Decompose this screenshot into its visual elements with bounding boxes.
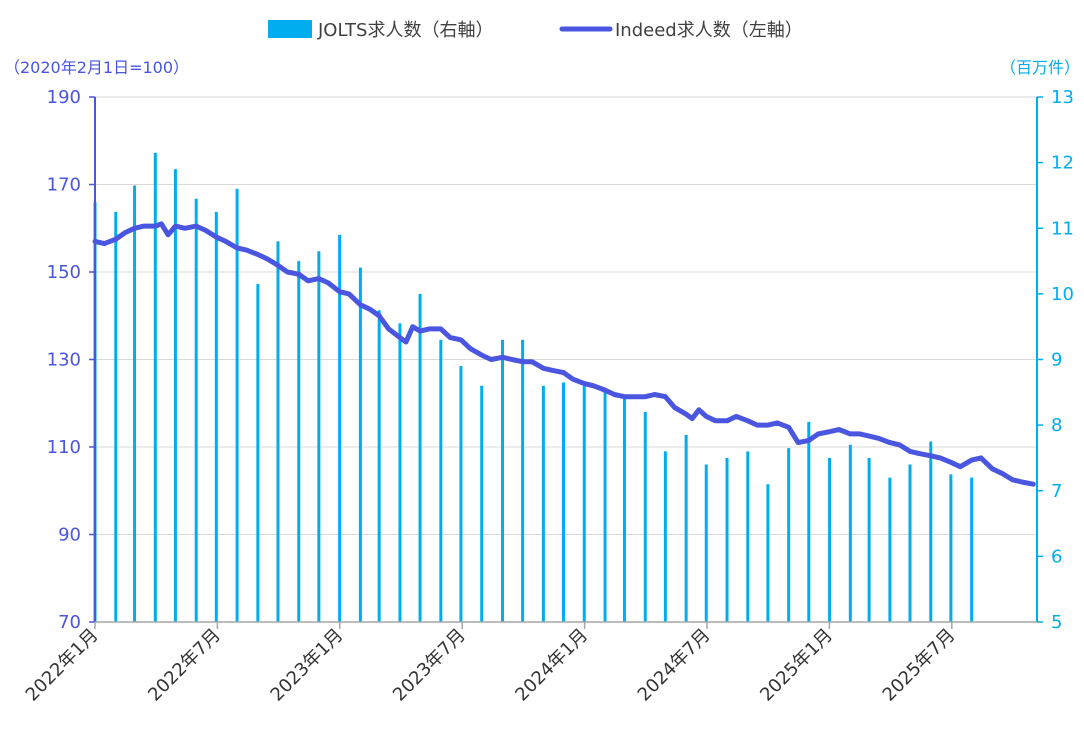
bar-2023-02 [358,267,362,622]
left-tick-label: 190 [47,87,81,108]
right-tick-label: 7 [1051,481,1062,502]
bar-2023-06 [439,339,443,622]
bar-2024-11 [787,448,791,622]
bar-2025-01 [828,457,832,622]
legend: JOLTS求人数（右軸） Indeed求人数（左軸） [268,20,803,41]
line-series-indeed [92,221,1036,487]
right-axis-unit: （百万件） [1000,58,1080,77]
left-tick-label: 130 [47,350,81,371]
gridlines [95,96,1037,535]
left-tick-label: 90 [58,525,81,546]
bar-2023-09 [500,339,504,622]
x-tick-label: 2022年7月 [144,625,225,706]
left-axis-unit: （2020年2月1日=100） [4,58,189,77]
left-tick-label: 70 [58,612,81,633]
bar-2023-08 [480,385,484,622]
bar-2024-07 [704,464,708,622]
bar-2022-05 [173,169,177,622]
right-tick-label: 9 [1051,350,1062,371]
bar-2022-08 [235,188,239,622]
bar-2022-11 [297,261,301,622]
x-tick-label: 2025年7月 [879,625,960,706]
left-tick-label: 110 [47,437,81,458]
legend-line-label: Indeed求人数（左軸） [615,20,803,41]
x-tick-label: 2025年1月 [756,625,837,706]
right-tick-label: 10 [1051,284,1074,305]
right-tick-label: 12 [1051,153,1074,174]
x-tick-label: 2023年7月 [389,625,470,706]
bar-2022-06 [194,198,198,622]
x-tick-label: 2022年1月 [22,625,103,706]
x-tick-label: 2024年7月 [634,625,715,706]
right-axis-ticks: 5 6 7 8 9 10 11 12 13 [1037,87,1074,633]
bar-2023-04 [398,323,402,622]
right-tick-label: 11 [1051,218,1074,239]
bar-2024-12 [807,421,811,622]
legend-bar-swatch [268,20,312,38]
bar-2024-10 [766,484,770,622]
right-tick-label: 5 [1051,612,1062,633]
bar-2025-08 [970,477,974,622]
bar-2024-02 [603,392,607,622]
bar-2023-07 [459,366,463,622]
bar-2024-09 [746,451,750,622]
bar-2022-07 [214,211,218,622]
left-tick-label: 150 [47,262,81,283]
bar-2025-07 [949,474,953,622]
bar-2023-03 [377,310,381,622]
bar-2022-04 [153,152,157,622]
x-tick-label: 2024年1月 [511,625,592,706]
bar-2022-03 [133,185,137,622]
left-tick-label: 170 [47,175,81,196]
right-tick-label: 13 [1051,87,1074,108]
bar-2024-08 [725,457,729,622]
right-tick-label: 6 [1051,546,1062,567]
bar-2022-10 [276,241,280,622]
bar-2023-01 [338,234,342,622]
bar-2025-03 [867,457,871,622]
bar-2024-04 [643,412,647,622]
bar-2023-05 [418,293,422,622]
bar-2023-10 [521,339,525,622]
x-tick-label: 2023年1月 [267,625,348,706]
bar-2025-06 [929,441,933,622]
bar-2024-03 [622,395,626,622]
bar-2023-12 [561,382,565,622]
bar-2022-12 [317,251,321,622]
bar-2024-06 [684,434,688,622]
bar-2022-02 [114,211,118,622]
right-tick-label: 8 [1051,415,1062,436]
bar-2024-01 [582,385,586,622]
bar-2022-09 [256,284,260,622]
bar-series [93,152,974,622]
bar-2025-02 [848,444,852,622]
x-axis-ticks: 2022年1月 2022年7月 2023年1月 2023年7月 2024年1月 2024年… [22,622,960,706]
left-axis-ticks: 70 90 110 130 150 170 190 [47,87,95,633]
legend-bar-label: JOLTS求人数（右軸） [317,20,493,41]
bar-2023-11 [541,385,545,622]
bar-2025-04 [888,477,892,622]
bar-2024-05 [663,451,667,622]
bar-2025-05 [908,464,912,622]
